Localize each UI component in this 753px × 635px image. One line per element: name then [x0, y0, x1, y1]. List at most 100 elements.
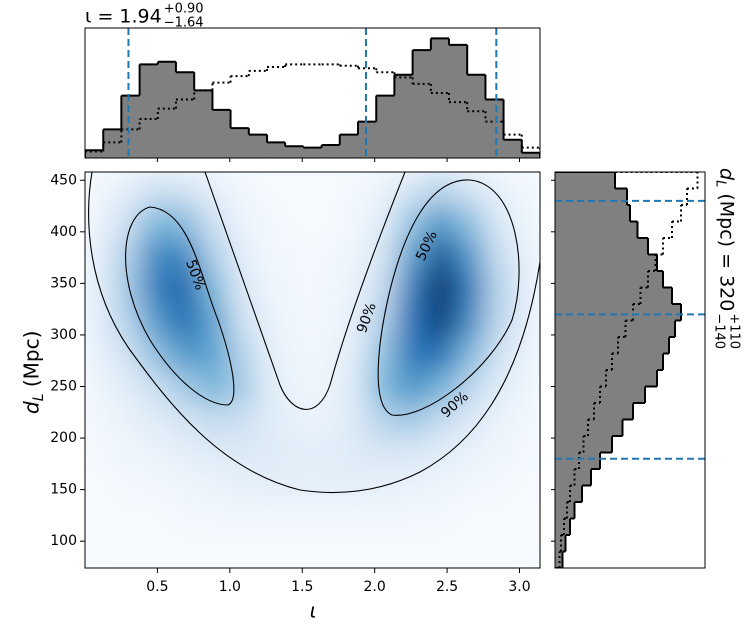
hist-bar	[555, 287, 672, 305]
heat-cell	[283, 535, 314, 568]
heat-cell	[397, 238, 427, 272]
heat-cell	[113, 436, 143, 470]
heat-cell	[397, 403, 427, 437]
heat-cell	[113, 172, 143, 206]
hist-bar	[485, 99, 504, 158]
heat-cell	[283, 469, 314, 503]
heat-cell	[340, 502, 370, 536]
heat-cell	[511, 469, 540, 503]
label-main: d	[716, 168, 738, 181]
heat-cell	[283, 337, 314, 371]
heat-cell	[113, 271, 143, 305]
heat-cell	[283, 238, 314, 272]
heat-cell	[397, 370, 427, 404]
heat-cell	[141, 469, 171, 503]
heat-cell	[454, 370, 484, 404]
hist-bar	[448, 44, 468, 158]
heat-cell	[312, 535, 342, 568]
heat-cell	[312, 403, 342, 437]
hist-bar	[212, 109, 231, 158]
y-tick-label: 200	[50, 430, 77, 446]
heat-cell	[255, 304, 285, 338]
heat-cell	[85, 535, 114, 568]
heat-cell	[340, 205, 370, 239]
heat-cell	[283, 370, 314, 404]
heat-cell	[454, 271, 484, 305]
hist-bar	[555, 518, 570, 536]
heat-cell	[397, 469, 427, 503]
heat-cell	[426, 304, 456, 338]
heat-cell	[198, 172, 228, 206]
heat-cell	[483, 535, 513, 568]
hist-bar	[412, 50, 432, 158]
hist-bar	[521, 152, 540, 158]
heat-cell	[312, 304, 342, 338]
heat-cell	[312, 172, 342, 206]
heat-cell	[483, 337, 513, 371]
y-tick-label: 150	[50, 482, 77, 498]
heat-cell	[511, 304, 540, 338]
heat-cell	[312, 238, 342, 272]
heat-cell	[198, 403, 228, 437]
heat-cell	[85, 238, 114, 272]
x-tick-label: 1.0	[219, 579, 241, 595]
hist-bar	[555, 419, 623, 437]
hist-bar	[503, 139, 523, 158]
heat-cell	[255, 238, 285, 272]
heat-cell	[283, 304, 314, 338]
heat-cell	[198, 370, 228, 404]
heat-cell	[227, 205, 257, 239]
heat-cell	[170, 469, 200, 503]
heat-cell	[113, 535, 143, 568]
heat-cell	[426, 271, 456, 305]
heat-cell	[369, 436, 399, 470]
heat-cell	[141, 304, 171, 338]
heat-cell	[426, 502, 456, 536]
heat-cell	[255, 337, 285, 371]
heat-cell	[255, 271, 285, 305]
top-frame	[84, 27, 541, 159]
heat-cell	[483, 271, 513, 305]
heat-cell	[85, 337, 114, 371]
hist-bar	[555, 551, 563, 568]
heat-cell	[113, 502, 143, 536]
heat-cell	[369, 238, 399, 272]
heat-cell	[255, 436, 285, 470]
heat-cell	[426, 370, 456, 404]
hist-bar	[303, 147, 322, 158]
hist-bar	[339, 134, 359, 158]
heat-cell	[198, 205, 228, 239]
heat-cell	[170, 535, 200, 568]
heat-cell	[483, 502, 513, 536]
heat-cell	[170, 403, 200, 437]
heat-cell	[141, 205, 171, 239]
y-axis-label: dL (Mpc)	[20, 331, 48, 414]
heat-cell	[397, 271, 427, 305]
heat-cell	[426, 238, 456, 272]
heat-cell	[255, 535, 285, 568]
heat-cell	[85, 304, 114, 338]
heat-cell	[141, 337, 171, 371]
hist-bar	[285, 146, 304, 158]
heat-cell	[170, 436, 200, 470]
heat-cell	[141, 370, 171, 404]
heat-cell	[426, 205, 456, 239]
hist-bar	[430, 38, 450, 158]
hist-bar	[321, 145, 341, 158]
heat-cell	[312, 502, 342, 536]
heat-cell	[483, 403, 513, 437]
heat-cell	[454, 403, 484, 437]
hist-bar	[157, 61, 177, 158]
heat-cell	[141, 535, 171, 568]
hist-bar	[555, 452, 600, 470]
hist-bar	[467, 74, 486, 158]
heat-cell	[255, 172, 285, 206]
heat-cell	[511, 205, 540, 239]
heat-cell	[113, 337, 143, 371]
hist-bar	[555, 485, 582, 503]
heat-cell	[397, 502, 427, 536]
heat-cell	[340, 469, 370, 503]
heat-cell	[369, 502, 399, 536]
hist-bar	[555, 304, 681, 321]
heat-cell	[113, 469, 143, 503]
